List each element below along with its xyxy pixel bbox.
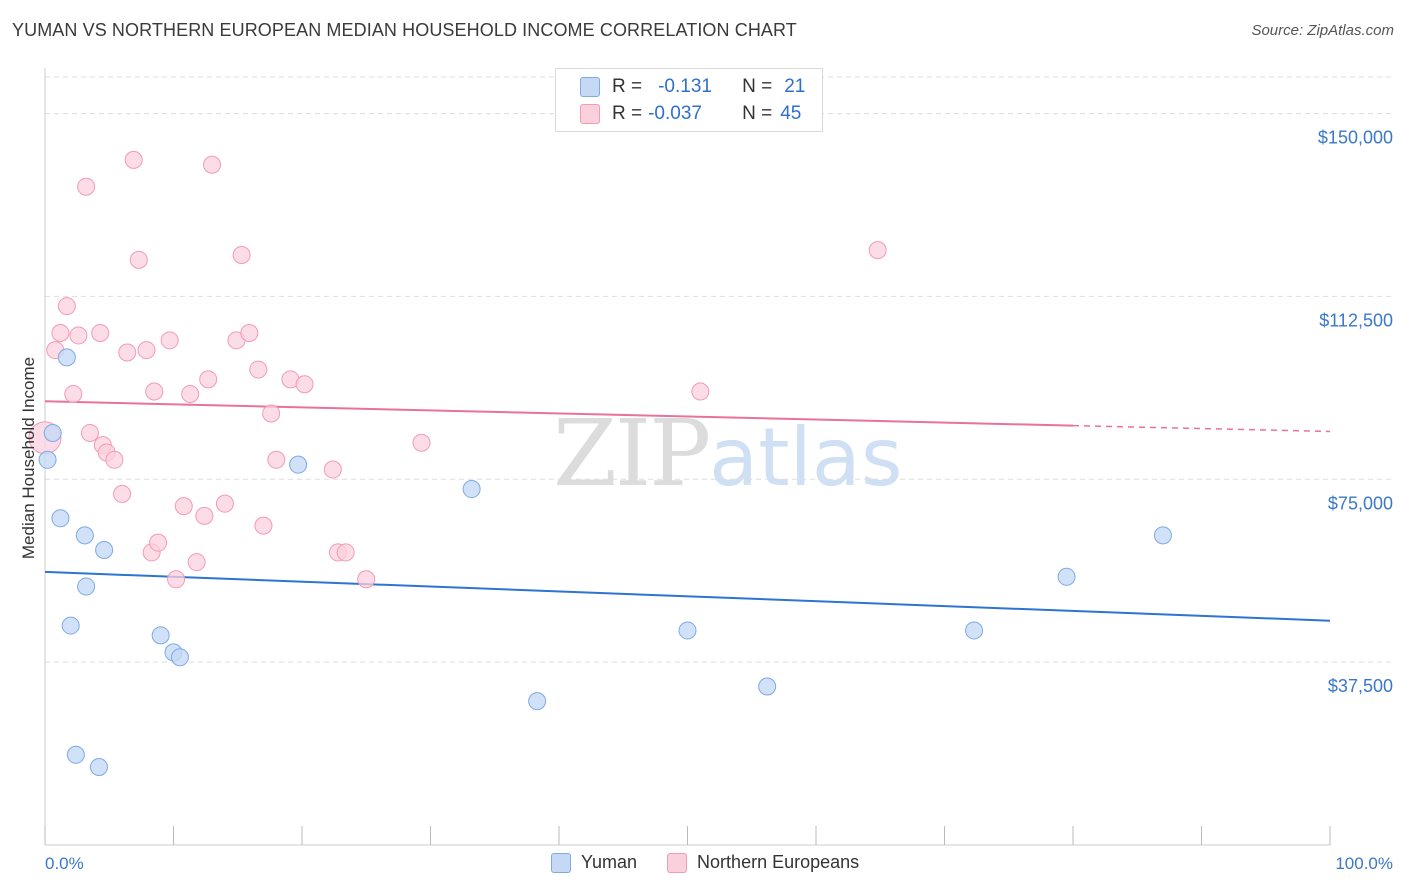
y-tick-label: $75,000	[1328, 493, 1393, 513]
yuman-n-label: N =	[742, 76, 773, 97]
northern-europeans-point	[187, 553, 206, 572]
northern-europeans-point	[174, 497, 193, 516]
legend-item-northern-europeans: Northern Europeans	[667, 852, 859, 873]
northern-europeans-point	[240, 324, 259, 342]
legend-row-northern-europeans: R = -0.037 N = 45	[580, 101, 801, 127]
northern-europeans-point	[105, 450, 124, 469]
northern-europeans-point	[295, 375, 314, 394]
northern-europeans-point	[336, 543, 355, 562]
y-tick-label: $150,000	[1318, 128, 1393, 148]
legend-row-yuman: R = -0.131 N = 21	[580, 74, 805, 100]
y-axis-label: Median Household Income	[19, 357, 38, 559]
northern-europeans-point	[160, 331, 179, 350]
yuman-point	[151, 626, 170, 645]
northern-europeans-trend-extension	[1072, 424, 1331, 433]
northern-europeans-point	[129, 250, 148, 269]
northern-europeans-point	[323, 460, 342, 479]
yuman-point	[289, 455, 308, 474]
northern-europeans-trend-line	[44, 400, 1074, 427]
northern-europeans-point	[691, 382, 710, 401]
northern-europeans-point	[167, 570, 186, 589]
northern-europeans-point	[249, 360, 268, 379]
northern-europeans-point	[262, 404, 281, 423]
ne-legend-swatch	[667, 852, 688, 873]
axes	[44, 68, 1331, 846]
y-tick-label: $112,500	[1319, 310, 1393, 330]
northern-europeans-point	[215, 494, 234, 513]
watermark-zip: ZIP	[553, 400, 711, 507]
yuman-point	[678, 621, 697, 640]
trend-lines	[44, 400, 1331, 622]
yuman-r-value: -0.131	[658, 76, 712, 97]
northern-europeans-point	[77, 177, 96, 196]
axis-labels: $37,500 $75,000 $112,500 $150,000 0.0% 100.0%…	[19, 128, 1393, 873]
ne-legend-label: Northern Europeans	[697, 852, 860, 872]
northern-europeans-point	[195, 506, 214, 525]
yuman-point	[758, 677, 777, 696]
x-tick-label-end: 100.0%	[1335, 854, 1393, 873]
northern-europeans-point	[149, 533, 168, 552]
northern-europeans-point	[145, 382, 164, 401]
yuman-point	[61, 616, 80, 635]
northern-europeans-point	[199, 370, 218, 389]
watermark: ZIPatlas	[553, 400, 903, 507]
yuman-point	[66, 745, 85, 764]
stats-legend: R = -0.131 N = 21 R = -0.037 N = 45	[555, 68, 823, 132]
yuman-r-label: R =	[612, 76, 643, 97]
northern-europeans-point	[203, 155, 222, 174]
northern-europeans-swatch	[580, 104, 600, 124]
data-points	[28, 150, 1172, 776]
northern-europeans-point	[137, 341, 156, 360]
yuman-point	[89, 757, 108, 776]
yuman-point	[43, 423, 62, 442]
yuman-point	[51, 509, 70, 528]
northern-europeans-point	[868, 241, 887, 260]
northern-europeans-point	[91, 324, 110, 342]
yuman-point	[462, 480, 481, 499]
yuman-point	[528, 692, 547, 711]
yuman-point	[77, 577, 96, 596]
yuman-point	[1153, 526, 1172, 545]
northern-europeans-point	[181, 384, 200, 403]
northern-europeans-point	[69, 326, 88, 345]
yuman-legend-label: Yuman	[581, 852, 638, 872]
gridlines	[45, 76, 1393, 663]
northern-europeans-point	[267, 450, 286, 469]
yuman-point	[965, 621, 984, 640]
ne-n-value: 45	[780, 103, 802, 124]
series-legend: Yuman Northern Europeans	[551, 852, 889, 873]
northern-europeans-point	[118, 343, 137, 362]
ne-n-label: N =	[742, 103, 773, 124]
northern-europeans-point	[124, 150, 143, 169]
northern-europeans-point	[232, 245, 251, 264]
northern-europeans-point	[357, 570, 376, 589]
northern-europeans-point	[412, 433, 431, 452]
y-tick-label: $37,500	[1328, 676, 1393, 696]
source-credit: Source: ZipAtlas.com	[1251, 22, 1394, 39]
yuman-n-value: 21	[784, 76, 806, 97]
northern-europeans-point	[64, 384, 83, 403]
yuman-swatch	[580, 77, 600, 97]
legend-item-yuman: Yuman	[551, 852, 637, 873]
chart-title: YUMAN VS NORTHERN EUROPEAN MEDIAN HOUSEH…	[12, 20, 797, 40]
yuman-point	[95, 540, 114, 559]
ne-r-value: -0.037	[648, 103, 702, 124]
northern-europeans-point	[51, 324, 70, 342]
northern-europeans-point	[254, 516, 273, 535]
northern-europeans-point	[80, 423, 99, 442]
yuman-point	[57, 348, 76, 367]
northern-europeans-point	[57, 297, 76, 316]
x-tick-label-start: 0.0%	[45, 854, 84, 873]
yuman-legend-swatch	[551, 852, 571, 873]
northern-europeans-point	[113, 484, 132, 503]
yuman-point	[1057, 567, 1076, 586]
yuman-point	[38, 450, 57, 469]
yuman-trend-line	[44, 570, 1331, 622]
yuman-point	[170, 648, 189, 667]
yuman-point	[75, 526, 94, 545]
watermark-atlas: atlas	[709, 411, 903, 504]
ne-r-label: R =	[612, 103, 643, 124]
